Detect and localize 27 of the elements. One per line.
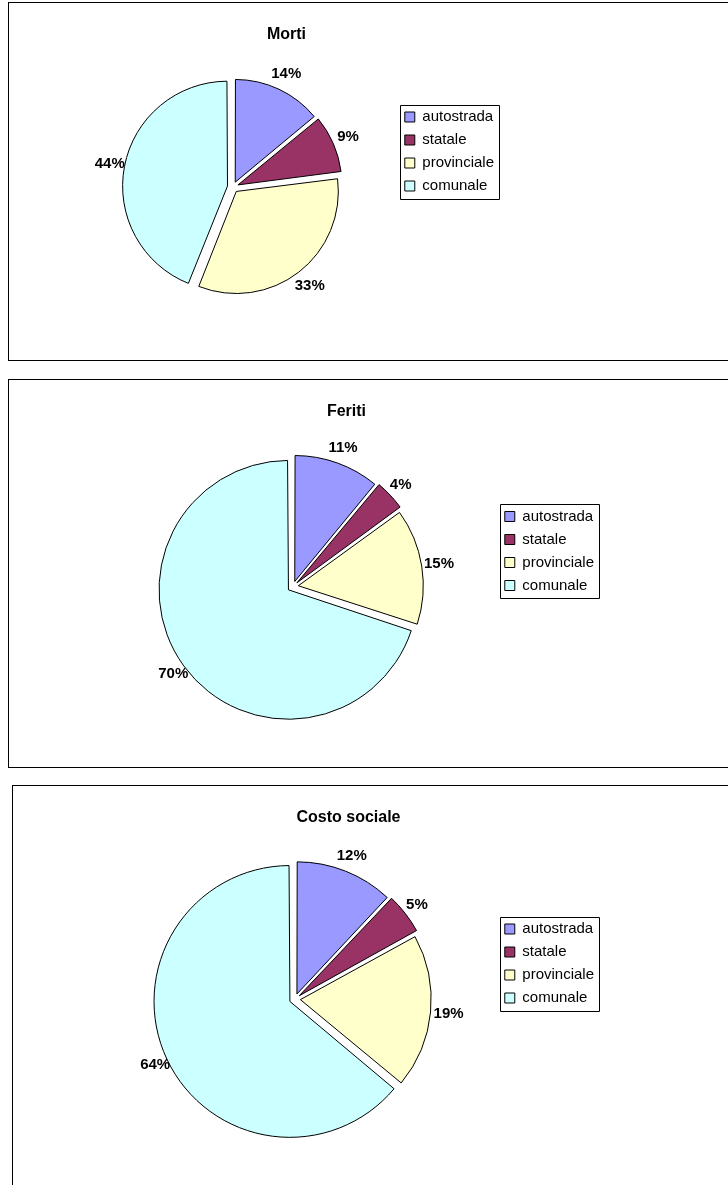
data-label: 12% (336, 845, 367, 863)
legend-label: comunale (522, 575, 588, 593)
data-label: 11% (328, 437, 358, 455)
data-label: 64% (140, 1054, 171, 1072)
legend-label: statale (422, 130, 467, 148)
legend-label: comunale (522, 988, 588, 1006)
legend-label: autostrada (522, 919, 594, 937)
legend-label: autostrada (522, 506, 594, 524)
data-label: 19% (433, 1003, 464, 1021)
data-label: 70% (158, 663, 189, 681)
data-label: 14% (271, 63, 302, 81)
chart-title: Morti (266, 25, 307, 43)
data-label: 9% (337, 127, 359, 145)
legend-label: provinciale (522, 965, 595, 983)
chart-title: Costo sociale (296, 808, 401, 826)
data-label: 33% (294, 276, 325, 294)
legend-label: comunale (422, 176, 488, 194)
data-label: 4% (389, 475, 412, 493)
legend-label: statale (522, 529, 567, 547)
legend-label: autostrada (422, 107, 494, 125)
data-label: 44% (94, 153, 125, 171)
legend-label: statale (522, 942, 567, 960)
data-label: 15% (423, 553, 454, 571)
legend-label: provinciale (522, 552, 595, 570)
data-label: 5% (406, 894, 428, 912)
chart-title: Feriti (326, 402, 367, 420)
legend-label: provinciale (422, 153, 495, 171)
